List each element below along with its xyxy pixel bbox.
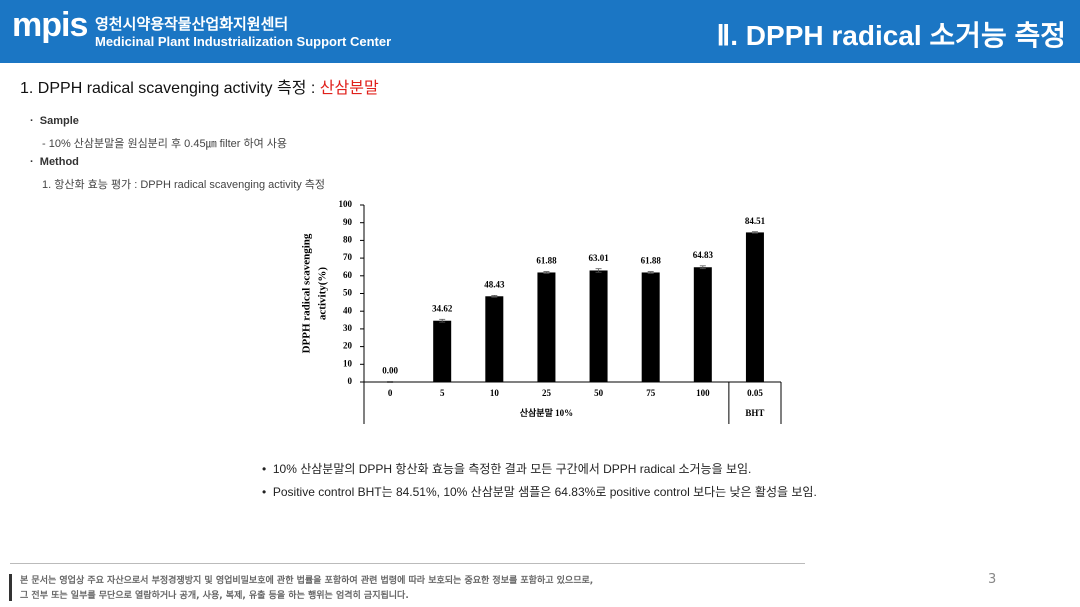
y-tick-label: 30 [343,323,353,333]
y-axis-label: DPPH radical scavenging [301,233,313,353]
footer-notice: 본 문서는 영업상 주요 자산으로서 부정경쟁방지 및 영업비밀보호에 관한 법… [20,576,594,586]
bullet-label: · Sample [30,115,79,127]
org-name-en: Medicinal Plant Industrialization Suppor… [95,34,392,49]
x-tick-label: 0.05 [747,388,763,398]
logo: mpis [12,6,88,44]
footer-notice: 그 전부 또는 일부를 무단으로 열람하거나 공개, 사용, 복제, 유출 등을… [20,591,409,601]
value-label: 0.00 [382,366,398,376]
value-label: 34.62 [432,303,453,313]
error-bar [699,265,706,270]
page-number: 3 [988,572,997,587]
error-bar [439,318,446,323]
bar [745,232,764,382]
error-bar [647,271,654,274]
x-tick-label: 100 [696,388,710,398]
error-bar [387,381,394,383]
bar [537,272,556,382]
bullet-text: - 10% 산삼분말을 원심분리 후 0.45㎛ filter 하여 사용 [42,138,287,150]
group-label: 산삼분말 10% [520,407,573,418]
y-tick-label: 100 [339,199,353,209]
bar [485,296,504,382]
conclusion-text: Positive control BHT는 84.51%, 10% 산삼분말 샘… [272,485,817,499]
y-tick-label: 80 [343,234,353,244]
bar [589,270,608,382]
footer-rule [10,563,805,564]
error-bar [491,294,498,298]
y-axis-label: activity(%) [317,267,329,320]
error-bar [543,271,550,274]
section-highlight: 산삼분말 [319,80,379,97]
header-band [0,0,1080,63]
x-tick-label: 0 [388,388,393,398]
org-name-ko: 영천시약용작물산업화지원센터 [95,15,289,33]
bullet-label-text: Sample [39,115,79,127]
x-tick-label: 5 [440,388,445,398]
bullet-text: 1. 항산화 효능 평가 : DPPH radical scavenging a… [42,179,326,191]
value-label: 61.88 [536,256,557,266]
bar [641,272,660,382]
conclusion-text: 10% 산삼분말의 DPPH 항산화 효능을 측정한 결과 모든 구간에서 DP… [272,462,752,476]
y-tick-label: 60 [343,270,353,280]
conclusion: • Positive control BHT는 84.51%, 10% 산삼분말… [262,485,817,499]
slide-title: Ⅱ. DPPH radical 소거능 측정 [716,20,1066,51]
y-tick-label: 70 [343,252,353,262]
y-tick-label: 20 [343,341,353,351]
section-text: 1. DPPH radical scavenging activity 측정 : [20,80,320,97]
footer-bar [9,574,12,601]
conclusion: • 10% 산삼분말의 DPPH 항산화 효능을 측정한 결과 모든 구간에서 … [262,462,752,476]
error-bar [595,268,602,273]
group-label: BHT [745,408,764,418]
value-label: 61.88 [641,256,662,266]
y-tick-label: 40 [343,305,353,315]
x-tick-label: 10 [490,388,500,398]
x-tick-label: 50 [594,388,604,398]
error-bar [751,231,758,234]
x-tick-label: 75 [646,388,656,398]
bar [433,320,452,382]
bar [693,267,712,382]
x-tick-label: 25 [542,388,552,398]
value-label: 48.43 [484,279,505,289]
value-label: 63.01 [588,253,609,263]
section-title: 1. DPPH radical scavenging activity 측정 :… [20,74,379,98]
y-tick-label: 50 [343,288,353,298]
y-tick-label: 10 [343,358,353,368]
value-label: 64.83 [693,250,714,260]
y-tick-label: 0 [348,376,353,386]
bullet-label-text: Method [39,156,79,168]
bullet-label: · Method [30,156,79,168]
y-tick-label: 90 [343,217,353,227]
value-label: 84.51 [745,216,766,226]
